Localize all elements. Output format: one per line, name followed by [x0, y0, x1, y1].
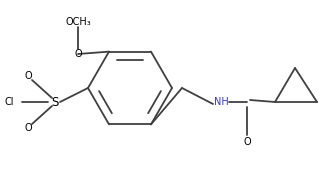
Text: Cl: Cl	[4, 97, 14, 107]
Text: O: O	[24, 123, 32, 133]
Text: OCH₃: OCH₃	[65, 17, 91, 27]
Text: O: O	[74, 49, 82, 59]
Text: O: O	[243, 137, 251, 147]
Text: O: O	[24, 71, 32, 81]
Text: NH: NH	[214, 97, 228, 107]
Text: S: S	[51, 95, 59, 109]
